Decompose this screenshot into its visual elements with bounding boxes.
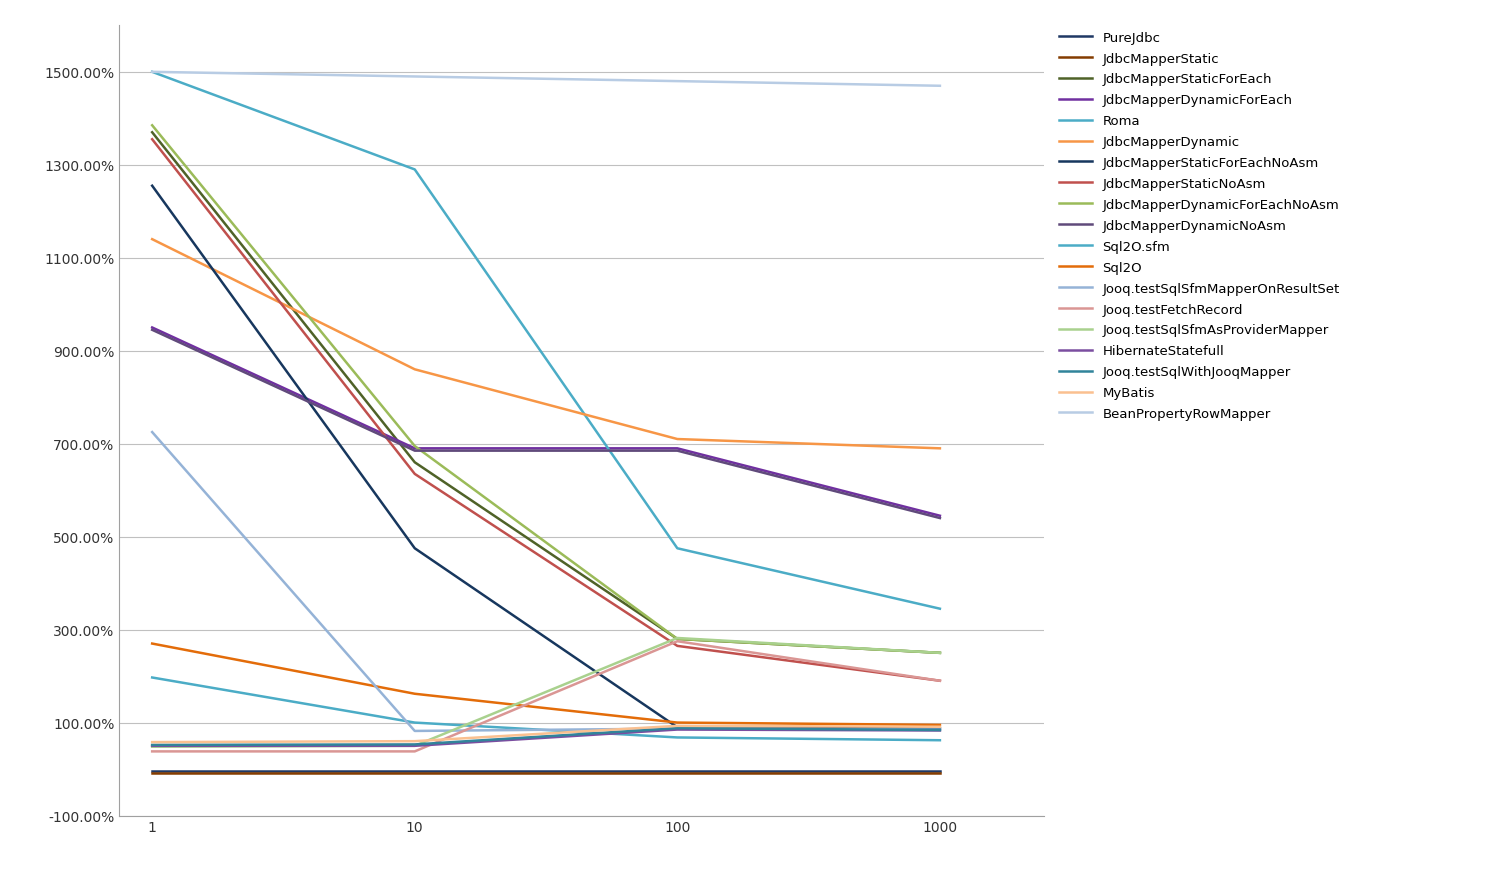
Sql2O [406,688,424,699]
JdbcMapperDynamicNoAsm [406,446,424,456]
JdbcMapperDynamicNoAsm [143,325,161,336]
JdbcMapperStaticForEach [668,634,686,645]
Jooq.testSqlSfmAsProviderMapper [668,633,686,644]
JdbcMapperDynamicNoAsm [668,446,686,456]
Jooq.testSqlWithJooqMapper [406,739,424,750]
JdbcMapperDynamic [668,434,686,445]
MyBatis [931,722,949,732]
JdbcMapperStaticForEachNoAsm [668,722,686,732]
PureJdbc [668,766,686,777]
Line: MyBatis: MyBatis [152,726,940,742]
JdbcMapperStaticNoAsm [406,469,424,480]
Line: JdbcMapperDynamicNoAsm: JdbcMapperDynamicNoAsm [152,331,940,518]
Legend: PureJdbc, JdbcMapperStatic, JdbcMapperStaticForEach, JdbcMapperDynamicForEach, R: PureJdbc, JdbcMapperStatic, JdbcMapperSt… [1053,26,1344,426]
JdbcMapperStaticForEach [931,648,949,659]
JdbcMapperDynamicNoAsm [931,513,949,524]
BeanPropertyRowMapper [143,68,161,78]
JdbcMapperStaticNoAsm [143,135,161,146]
BeanPropertyRowMapper [406,72,424,82]
Jooq.testSqlSfmMapperOnResultSet [931,724,949,735]
HibernateStatefull [143,741,161,752]
Jooq.testSqlSfmAsProviderMapper [143,742,161,752]
JdbcMapperStaticNoAsm [931,675,949,686]
Line: Sql2O: Sql2O [152,644,940,725]
Line: Jooq.testFetchRecord: Jooq.testFetchRecord [152,641,940,752]
JdbcMapperStaticForEachNoAsm [143,182,161,192]
Jooq.testSqlSfmMapperOnResultSet [406,726,424,737]
PureJdbc [931,766,949,777]
JdbcMapperStatic [406,767,424,778]
JdbcMapperDynamic [931,444,949,454]
Jooq.testSqlSfmMapperOnResultSet [668,724,686,734]
JdbcMapperDynamicForEachNoAsm [406,441,424,452]
Jooq.testSqlWithJooqMapper [931,725,949,736]
Roma [668,544,686,554]
Sql2O [143,638,161,649]
MyBatis [668,721,686,731]
JdbcMapperDynamicForEachNoAsm [668,634,686,645]
PureJdbc [143,766,161,777]
JdbcMapperStaticForEachNoAsm [406,544,424,554]
HibernateStatefull [668,724,686,735]
Sql2O.sfm [143,673,161,683]
Line: JdbcMapperDynamicForEachNoAsm: JdbcMapperDynamicForEachNoAsm [152,126,940,653]
Jooq.testSqlWithJooqMapper [143,740,161,751]
Line: JdbcMapperStaticForEach: JdbcMapperStaticForEach [152,133,940,653]
Line: JdbcMapperDynamicForEach: JdbcMapperDynamicForEach [152,328,940,517]
JdbcMapperStaticNoAsm [668,641,686,652]
Jooq.testSqlWithJooqMapper [668,723,686,733]
JdbcMapperDynamicForEach [143,323,161,333]
Line: Jooq.testSqlSfmMapperOnResultSet: Jooq.testSqlSfmMapperOnResultSet [152,432,940,731]
Line: JdbcMapperDynamic: JdbcMapperDynamic [152,240,940,449]
JdbcMapperDynamicForEach [931,511,949,522]
Jooq.testFetchRecord [406,746,424,757]
Roma [406,165,424,175]
Jooq.testFetchRecord [668,636,686,646]
JdbcMapperStaticForEach [143,128,161,139]
MyBatis [143,737,161,747]
HibernateStatefull [931,725,949,736]
JdbcMapperDynamicForEachNoAsm [143,121,161,132]
Sql2O.sfm [931,735,949,745]
Line: Jooq.testSqlWithJooqMapper: Jooq.testSqlWithJooqMapper [152,728,940,745]
JdbcMapperStaticForEach [406,458,424,468]
BeanPropertyRowMapper [931,82,949,92]
JdbcMapperDynamicForEach [406,444,424,454]
Line: Roma: Roma [152,73,940,609]
Line: Sql2O.sfm: Sql2O.sfm [152,678,940,740]
Line: Jooq.testSqlSfmAsProviderMapper: Jooq.testSqlSfmAsProviderMapper [152,638,940,747]
JdbcMapperStatic [931,767,949,778]
JdbcMapperStatic [143,767,161,778]
Jooq.testFetchRecord [931,675,949,686]
Sql2O [931,720,949,731]
Jooq.testFetchRecord [143,746,161,757]
Roma [143,68,161,78]
Line: BeanPropertyRowMapper: BeanPropertyRowMapper [152,73,940,87]
Jooq.testSqlSfmAsProviderMapper [406,741,424,752]
JdbcMapperDynamicForEachNoAsm [931,648,949,659]
MyBatis [406,736,424,746]
Roma [931,603,949,614]
PureJdbc [406,766,424,777]
Sql2O.sfm [668,732,686,743]
Jooq.testSqlSfmAsProviderMapper [931,648,949,659]
Line: JdbcMapperStaticForEachNoAsm: JdbcMapperStaticForEachNoAsm [152,187,940,728]
Sql2O.sfm [406,717,424,728]
JdbcMapperDynamic [406,365,424,375]
Line: HibernateStatefull: HibernateStatefull [152,730,940,746]
HibernateStatefull [406,741,424,752]
JdbcMapperStaticForEachNoAsm [931,723,949,733]
JdbcMapperStatic [668,767,686,778]
Line: JdbcMapperStaticNoAsm: JdbcMapperStaticNoAsm [152,140,940,681]
JdbcMapperDynamic [143,235,161,246]
JdbcMapperDynamicForEach [668,444,686,454]
BeanPropertyRowMapper [668,77,686,88]
Jooq.testSqlSfmMapperOnResultSet [143,427,161,438]
Sql2O [668,717,686,728]
